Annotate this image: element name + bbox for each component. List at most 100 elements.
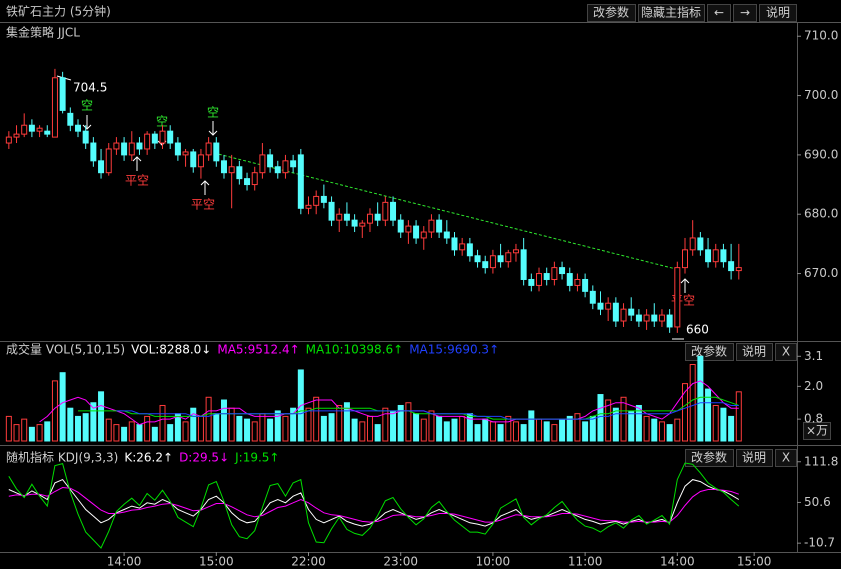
button[interactable]: ←	[707, 4, 731, 22]
candle-body	[336, 213, 343, 221]
y-tick-label: 2.0	[804, 379, 823, 393]
candle-body	[620, 308, 627, 322]
candle-body	[658, 314, 665, 322]
candle-body	[359, 222, 366, 227]
y-tick-label: 111.8	[804, 454, 838, 468]
volume-bar	[459, 415, 466, 442]
candle-body	[459, 243, 466, 251]
volume-bar	[720, 407, 727, 442]
volume-bar	[697, 355, 704, 442]
volume-bar	[151, 426, 158, 442]
volume-bar	[282, 415, 289, 442]
button-label[interactable]: 说明	[742, 344, 766, 359]
button-label[interactable]: ←	[714, 6, 724, 20]
button-label[interactable]: X	[782, 451, 790, 465]
candle-body	[251, 172, 258, 186]
button-label[interactable]: 改参数	[691, 344, 727, 359]
volume-bar	[528, 410, 535, 442]
legend-entry: VOL:8288.0↓	[131, 343, 211, 357]
button[interactable]: 说明	[736, 449, 773, 467]
button[interactable]: 改参数	[685, 343, 734, 361]
volume-bar	[313, 396, 320, 442]
indicator-line	[116, 402, 739, 420]
button[interactable]: X	[775, 449, 797, 467]
candle-body	[536, 273, 543, 286]
volume-bar	[651, 418, 658, 442]
candle-body	[497, 255, 504, 263]
volume-bar	[51, 380, 58, 442]
candle-body	[128, 142, 135, 156]
button[interactable]: 改参数	[587, 4, 636, 22]
button-label[interactable]: →	[740, 6, 750, 20]
volume-bar	[5, 415, 12, 442]
candle-body	[436, 219, 443, 233]
volume-bar	[336, 404, 343, 442]
candle-body	[643, 314, 650, 322]
candle-body	[520, 249, 527, 280]
volume-bar	[735, 391, 742, 442]
candle-body	[682, 249, 689, 269]
volume-bar	[505, 415, 512, 442]
candle-body	[290, 160, 297, 168]
button[interactable]: 隐藏主指标	[638, 4, 705, 22]
volume-bar	[374, 424, 381, 442]
candle-body	[689, 237, 696, 251]
volume-bar	[390, 410, 397, 442]
volume-bar	[705, 388, 712, 442]
button-label[interactable]: 改参数	[691, 450, 727, 465]
candle-body	[197, 154, 204, 168]
candle-body	[474, 255, 481, 263]
legend-entry: MA5:9512.4↑	[217, 343, 299, 357]
x-tick-label: 10:00	[476, 555, 511, 569]
volume-bar	[236, 415, 243, 442]
volume-bar	[13, 424, 20, 442]
legend-entry: MA15:9690.3↑	[409, 343, 499, 357]
candle-body	[36, 127, 43, 132]
candle-body	[320, 195, 327, 203]
button-label[interactable]: 说明	[766, 5, 790, 20]
button[interactable]: 说明	[736, 343, 773, 361]
volume-bar	[443, 421, 450, 442]
arrow-down	[208, 121, 218, 136]
volume-bar	[182, 421, 189, 442]
candle-body	[105, 148, 112, 174]
candle-body	[159, 130, 166, 144]
y-tick-label: -10.7	[804, 536, 835, 550]
candle-body	[74, 124, 81, 132]
candle-body	[697, 237, 704, 251]
volume-bar	[582, 421, 589, 442]
volume-bar	[497, 424, 504, 442]
button[interactable]: →	[733, 4, 757, 22]
indicator-line	[8, 462, 740, 549]
button-label[interactable]: X	[782, 345, 790, 359]
volume-bar	[674, 418, 681, 442]
button[interactable]: 说明	[759, 4, 797, 22]
unit-box: ×万	[803, 422, 831, 440]
strategy-label: 集金策略 JJCL	[6, 25, 80, 40]
legend-entry: 成交量 VOL(5,10,15)	[6, 342, 125, 357]
volume-bar	[728, 415, 735, 442]
volume-bar	[167, 424, 174, 442]
volume-bar	[405, 402, 412, 442]
candle-body	[420, 231, 427, 239]
y-tick-label: 3.1	[804, 349, 823, 363]
candle-body	[113, 142, 120, 150]
button[interactable]: 改参数	[685, 449, 734, 467]
button-label[interactable]: 隐藏主指标	[641, 5, 701, 20]
candle-body	[190, 151, 197, 168]
volume-bar	[512, 421, 519, 442]
candle-body	[674, 267, 681, 328]
candle-body	[44, 130, 51, 135]
volume-bar	[566, 415, 573, 442]
volume-bar	[466, 413, 473, 442]
candle-body	[121, 142, 128, 156]
volume-bar	[543, 421, 550, 442]
button-label[interactable]: 说明	[742, 450, 766, 465]
volume-bar	[121, 426, 128, 442]
button-label[interactable]: 改参数	[593, 5, 629, 20]
button[interactable]: X	[775, 343, 797, 361]
volume-bar	[612, 407, 619, 442]
y-tick-label: 700.0	[804, 88, 838, 102]
volume-bar	[90, 402, 97, 442]
x-tick-label: 11:00	[568, 555, 603, 569]
